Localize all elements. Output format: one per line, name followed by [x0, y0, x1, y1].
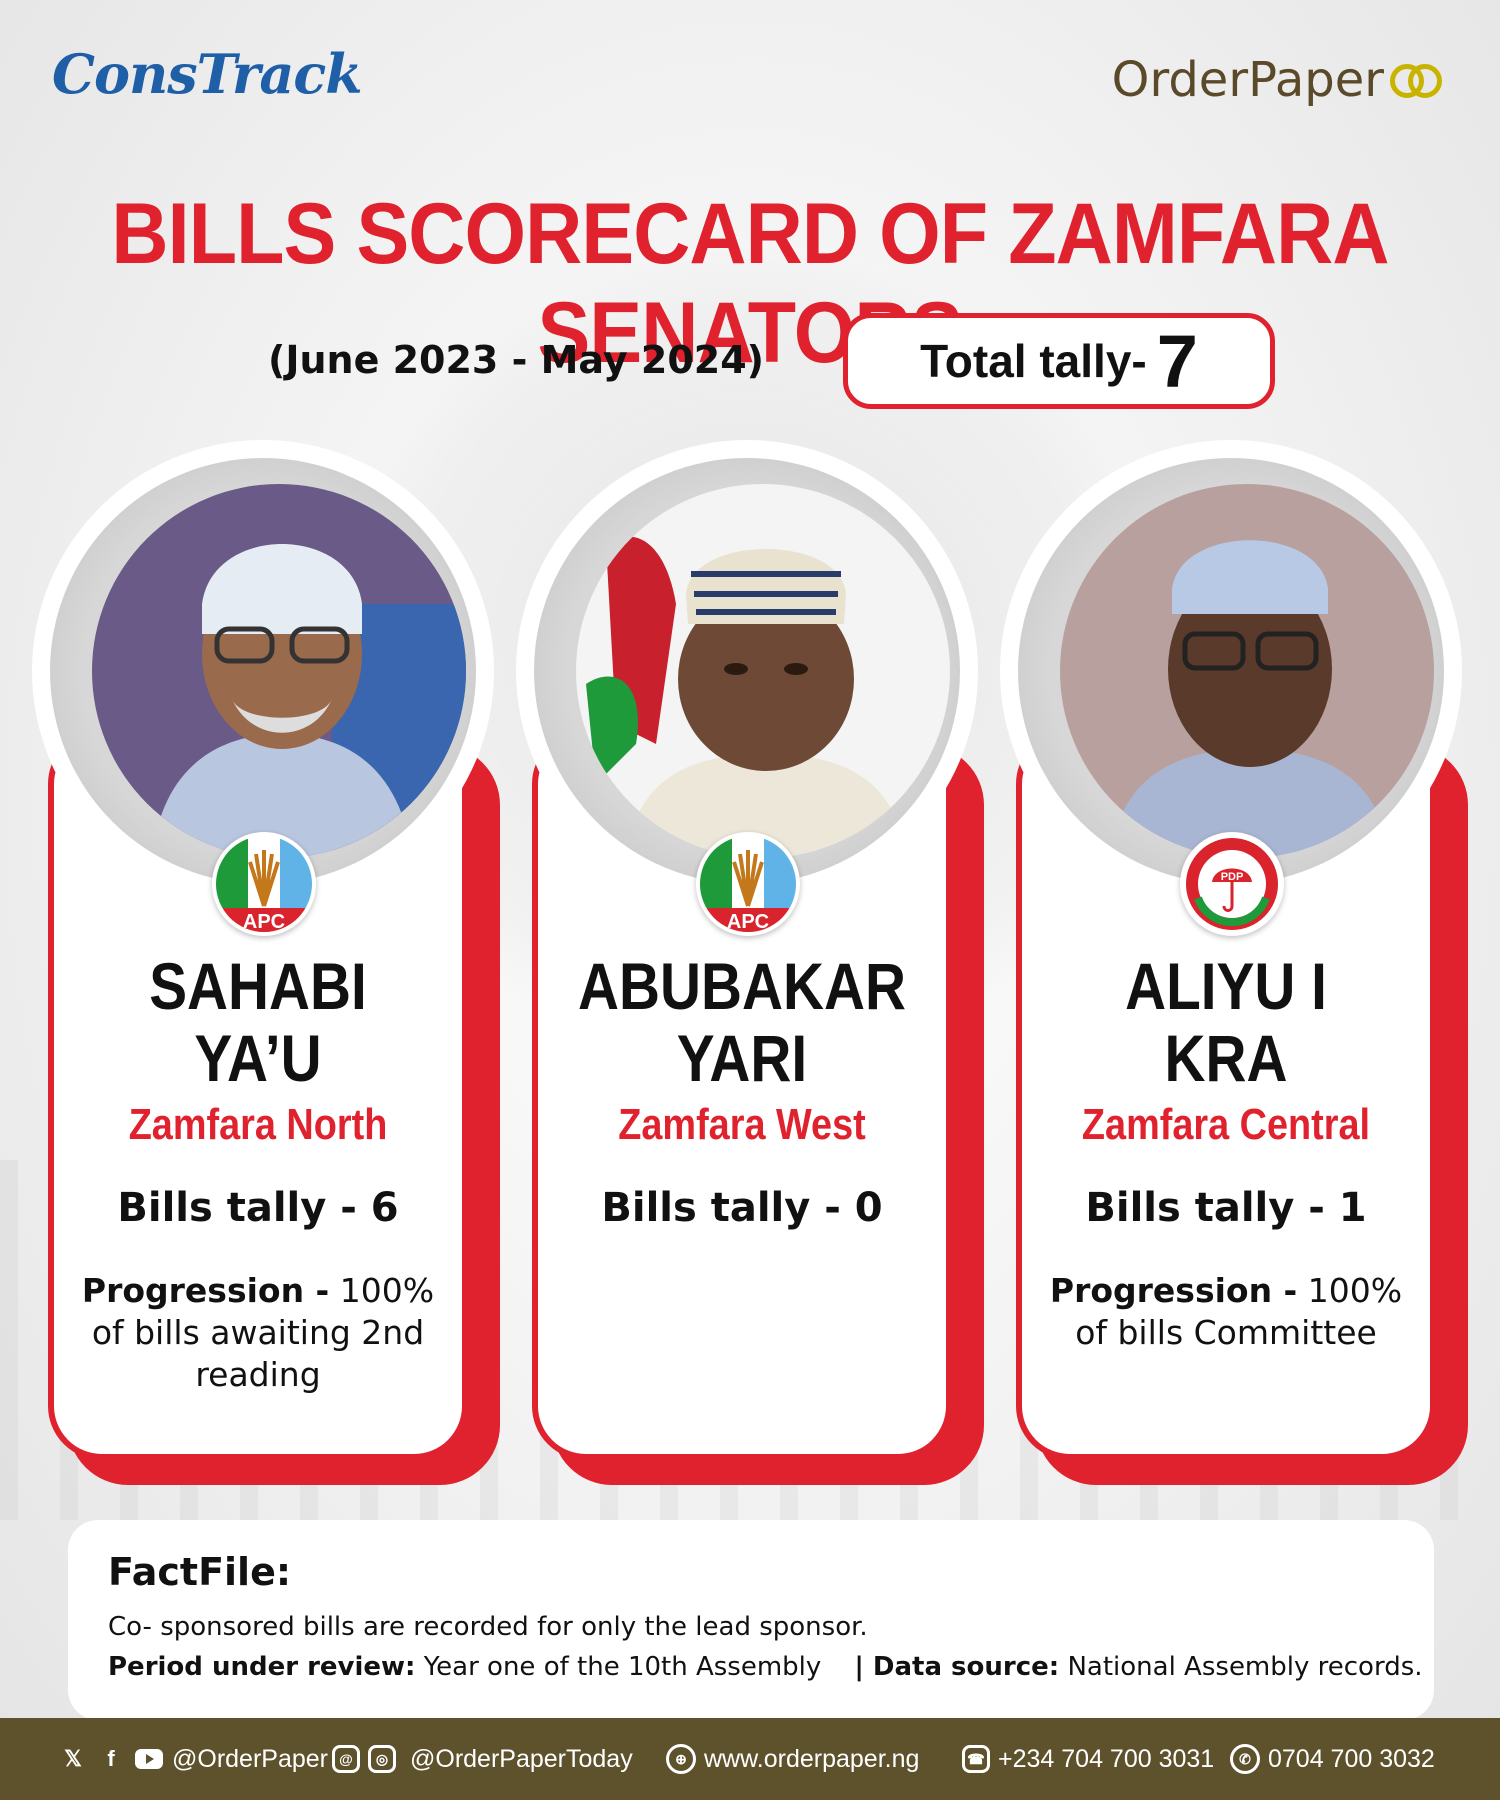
- senator-card-aliyu: PDP ALIYU I KRA Zamfara Central Bills ta…: [1000, 440, 1468, 1490]
- senator-card-abubakar: APC ABUBAKAR YARI Zamfara West Bills tal…: [516, 440, 984, 1490]
- senator-name-line2: KRA: [1164, 1021, 1288, 1095]
- youtube-icon: [134, 1744, 164, 1774]
- senator-name: SAHABI YA’U: [77, 950, 438, 1094]
- progression-text: 100% of bills Committee: [1075, 1271, 1403, 1352]
- instagram-icon: ◎: [368, 1745, 396, 1773]
- senator-photo: [1060, 484, 1434, 858]
- footer-website[interactable]: ⊕ www.orderpaper.ng: [666, 1718, 919, 1800]
- senator-name-line2: YARI: [676, 1021, 808, 1095]
- period-label: Period under review:: [108, 1652, 416, 1682]
- progression: Progression - 100% of bills Committee: [1038, 1270, 1414, 1354]
- apc-party-logo: APC: [212, 832, 316, 936]
- footer-bar: 𝕏 f @OrderPaper @ ◎ @OrderPaperToday ⊕ w…: [0, 1718, 1500, 1800]
- phone-number: +234 704 700 3031: [998, 1744, 1215, 1773]
- factfile-note: Co- sponsored bills are recorded for onl…: [108, 1612, 868, 1642]
- phone-icon: ☎: [962, 1745, 990, 1773]
- progression-text: 100% of bills awaiting 2nd reading: [91, 1271, 435, 1394]
- factfile-box: FactFile: Co- sponsored bills are record…: [68, 1520, 1434, 1720]
- total-tally-label: Total tally-: [920, 335, 1147, 387]
- footer-social-orderpapertoday[interactable]: @ ◎ @OrderPaperToday: [332, 1718, 633, 1800]
- globe-icon: ⊕: [666, 1744, 696, 1774]
- total-tally-box: Total tally- 7: [843, 313, 1275, 409]
- orderpaper-knot-icon: [1390, 60, 1442, 100]
- senator-card-sahabi: APC SAHABI YA’U Zamfara North Bills tall…: [32, 440, 500, 1490]
- svg-text:PDP: PDP: [1221, 871, 1244, 883]
- progression: Progression - 100% of bills awaiting 2nd…: [70, 1270, 446, 1396]
- senatorial-district: Zamfara North: [128, 1100, 388, 1149]
- senator-name: ABUBAKAR YARI: [561, 950, 922, 1094]
- threads-icon: @: [332, 1745, 360, 1773]
- svg-text:APC: APC: [243, 911, 285, 932]
- bills-tally: Bills tally - 1: [1085, 1185, 1367, 1231]
- social-handle: @OrderPaperToday: [410, 1744, 633, 1773]
- total-tally-value: 7: [1156, 319, 1198, 403]
- pdp-party-logo: PDP: [1180, 832, 1284, 936]
- senatorial-district: Zamfara Central: [1081, 1100, 1371, 1149]
- review-period: (June 2023 - May 2024): [268, 338, 765, 382]
- senator-name-line2: YA’U: [194, 1021, 322, 1095]
- facebook-icon: f: [107, 1746, 115, 1771]
- svg-text:APC: APC: [727, 911, 769, 932]
- senator-photo: [92, 484, 466, 858]
- constrack-logo: ConsTrack: [52, 42, 363, 106]
- bills-tally: Bills tally - 6: [117, 1185, 399, 1231]
- senator-name-line1: SAHABI: [149, 949, 367, 1023]
- x-icon: 𝕏: [64, 1746, 82, 1771]
- footer-phone[interactable]: ☎ +234 704 700 3031: [962, 1718, 1214, 1800]
- footer-whatsapp[interactable]: ✆ 0704 700 3032: [1230, 1718, 1435, 1800]
- bills-tally: Bills tally - 0: [601, 1185, 883, 1231]
- senatorial-district: Zamfara West: [618, 1100, 866, 1149]
- orderpaper-logo: OrderPaper: [1112, 52, 1442, 108]
- footer-social-orderpaper[interactable]: 𝕏 f @OrderPaper: [58, 1718, 328, 1800]
- senator-name-line1: ALIYU I: [1125, 949, 1327, 1023]
- page-title: BILLS SCORECARD OF ZAMFARA SENATORS: [111, 186, 1389, 381]
- website-link: www.orderpaper.ng: [704, 1744, 920, 1773]
- orderpaper-logo-text: OrderPaper: [1111, 52, 1384, 108]
- factfile-heading: FactFile:: [108, 1550, 292, 1594]
- whatsapp-number: 0704 700 3032: [1268, 1744, 1435, 1773]
- apc-party-logo: APC: [696, 832, 800, 936]
- progression-label: Progression -: [81, 1271, 330, 1310]
- source-value: National Assembly records.: [1067, 1652, 1423, 1682]
- senator-name: ALIYU I KRA: [1045, 950, 1406, 1094]
- period-value: Year one of the 10th Assembly: [423, 1652, 822, 1682]
- social-handle: @OrderPaper: [172, 1744, 328, 1773]
- senator-name-line1: ABUBAKAR: [578, 949, 906, 1023]
- factfile-period-source: Period under review: Year one of the 10t…: [108, 1652, 1423, 1682]
- source-label: | Data source:: [854, 1652, 1060, 1682]
- senator-photo: [576, 484, 950, 858]
- progression-label: Progression -: [1049, 1271, 1298, 1310]
- whatsapp-icon: ✆: [1230, 1744, 1260, 1774]
